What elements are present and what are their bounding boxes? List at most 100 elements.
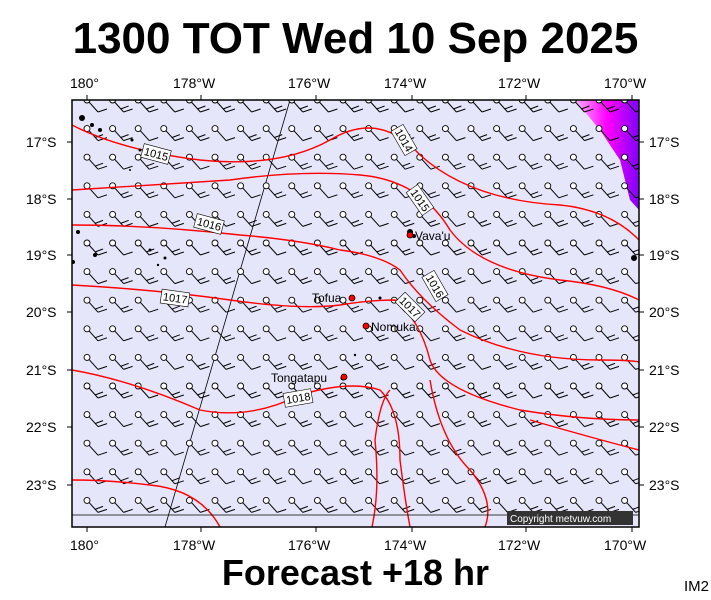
wind-barb	[83, 296, 108, 313]
wind-barb	[185, 182, 210, 199]
wind-barb	[365, 182, 389, 199]
lat-label-right-4: 21°S	[649, 362, 680, 378]
wind-barb	[134, 411, 159, 428]
wind-barb	[109, 325, 133, 342]
wind-barb	[160, 125, 184, 142]
wind-barb	[441, 210, 466, 227]
wind-barb	[595, 239, 620, 256]
wind-barb	[288, 210, 312, 227]
wind-barb	[160, 439, 184, 456]
lon-label-top-0: 180°	[70, 75, 99, 91]
wind-barb	[467, 268, 492, 285]
wind-barb	[441, 353, 466, 370]
wind-barb	[288, 182, 312, 199]
wind-barb	[237, 239, 261, 256]
wind-barb	[185, 353, 210, 370]
wind-barb	[211, 100, 236, 113]
wind-barb	[441, 153, 466, 170]
wind-barb	[441, 296, 466, 313]
wind-barb	[288, 239, 312, 256]
wind-barb	[493, 353, 517, 370]
wind-barb	[339, 439, 364, 456]
wind-barb	[544, 353, 568, 370]
wind-barb	[262, 468, 287, 485]
isobar-1019	[72, 479, 221, 527]
lat-label-left-0: 17°S	[26, 134, 57, 150]
wind-barb	[83, 153, 108, 170]
wind-barb	[441, 182, 466, 199]
wind-barb	[134, 353, 159, 370]
wind-barb	[160, 325, 184, 342]
wind-barb	[237, 496, 261, 513]
wind-barb	[339, 325, 364, 342]
product-code: IM2	[683, 578, 709, 595]
lon-label-bottom-0: 180°	[70, 537, 99, 553]
wind-barb	[313, 296, 338, 313]
wind-barb	[339, 210, 364, 227]
wind-barb	[518, 325, 543, 342]
lat-label-right-6: 23°S	[649, 477, 680, 493]
wind-barb	[441, 411, 466, 428]
wind-barb	[544, 496, 568, 513]
wind-barb	[339, 239, 364, 256]
wind-barb	[544, 468, 568, 485]
wind-barb	[621, 296, 639, 313]
wind-barb	[390, 239, 415, 256]
wind-barb	[595, 382, 620, 399]
lon-label-bottom-3: 174°W	[384, 537, 427, 553]
wind-barb	[544, 296, 568, 313]
wind-barb	[339, 468, 364, 485]
lat-label-left-1: 18°S	[26, 191, 57, 207]
wind-barb	[621, 411, 639, 428]
lon-label-bottom-5: 170°W	[604, 537, 647, 553]
lat-label-right-5: 22°S	[649, 419, 680, 435]
wind-barb	[544, 325, 568, 342]
wind-barb	[390, 468, 415, 485]
wind-barb	[262, 210, 287, 227]
place-markers	[340, 231, 414, 381]
wind-barb	[595, 296, 620, 313]
lon-labels-bottom: 180° 178°W 176°W 174°W 172°W 170°W	[70, 537, 647, 553]
tofua-marker	[348, 294, 356, 302]
lon-label-top-1: 178°W	[173, 75, 216, 91]
wind-barb	[83, 239, 108, 256]
wind-barb	[365, 210, 389, 227]
lat-label-left-2: 19°S	[26, 247, 57, 263]
wind-barb	[441, 239, 466, 256]
wind-barb	[211, 125, 236, 142]
wind-barb	[160, 496, 184, 513]
copyright-text: Copyright metvuw.com	[510, 514, 611, 525]
wind-barb	[390, 496, 415, 513]
wind-barb	[83, 382, 108, 399]
lat-label-right-2: 19°S	[649, 247, 680, 263]
axis-ticks	[67, 95, 644, 532]
wind-barb	[160, 210, 184, 227]
wind-barb	[621, 239, 639, 256]
wind-barb	[569, 439, 594, 456]
wind-barb	[493, 411, 517, 428]
wind-barb	[518, 296, 543, 313]
wind-barb	[288, 325, 312, 342]
map-title: 1300 TOT Wed 10 Sep 2025	[72, 14, 639, 63]
place-label-vavau: Vava'u	[415, 229, 450, 243]
wind-barb	[621, 325, 639, 342]
wind-barb	[262, 182, 287, 199]
wind-barb	[569, 153, 594, 170]
wind-barb	[441, 100, 466, 113]
wind-barb	[544, 182, 568, 199]
wind-barb	[288, 439, 312, 456]
wind-barb	[262, 325, 287, 342]
wind-barb	[441, 468, 466, 485]
wind-barb	[621, 153, 639, 170]
wind-barb	[569, 496, 594, 513]
wind-barb	[569, 125, 594, 142]
wind-barb	[237, 125, 261, 142]
lon-label-bottom-4: 172°W	[498, 537, 541, 553]
wind-barb	[313, 353, 338, 370]
wind-barb	[493, 210, 517, 227]
wind-barb	[467, 382, 492, 399]
wind-barb	[237, 210, 261, 227]
wind-barb	[544, 210, 568, 227]
lat-label-right-1: 18°S	[649, 191, 680, 207]
wind-barb	[595, 268, 620, 285]
